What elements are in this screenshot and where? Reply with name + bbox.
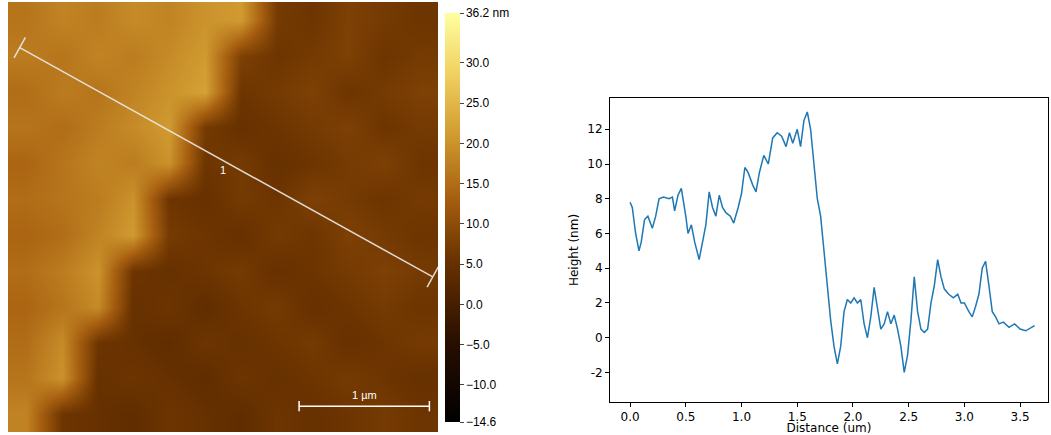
svg-text:0.0: 0.0 xyxy=(621,410,640,424)
svg-text:0.0: 0.0 xyxy=(466,298,483,312)
svg-text:−14.6: −14.6 xyxy=(466,415,497,429)
svg-text:1 µm: 1 µm xyxy=(352,389,377,401)
svg-text:3.5: 3.5 xyxy=(1011,410,1030,424)
svg-text:Distance (um): Distance (um) xyxy=(787,421,872,435)
svg-text:5.0: 5.0 xyxy=(466,257,483,271)
svg-text:0.5: 0.5 xyxy=(676,410,695,424)
svg-text:12: 12 xyxy=(587,122,602,136)
svg-text:6: 6 xyxy=(595,227,603,241)
svg-text:20.0: 20.0 xyxy=(466,137,490,151)
svg-text:1.5: 1.5 xyxy=(788,410,807,424)
svg-text:2.0: 2.0 xyxy=(843,410,862,424)
svg-text:8: 8 xyxy=(595,192,603,206)
svg-text:2: 2 xyxy=(595,296,603,310)
svg-text:Height (nm): Height (nm) xyxy=(567,214,581,286)
svg-text:4: 4 xyxy=(595,261,603,275)
svg-text:1: 1 xyxy=(220,164,226,176)
svg-text:0: 0 xyxy=(595,331,603,345)
svg-text:15.0: 15.0 xyxy=(466,177,490,191)
svg-text:−10.0: −10.0 xyxy=(466,378,497,392)
svg-text:-2: -2 xyxy=(591,366,603,380)
svg-text:3.0: 3.0 xyxy=(955,410,974,424)
svg-text:2.5: 2.5 xyxy=(899,410,918,424)
svg-text:10.0: 10.0 xyxy=(466,217,490,231)
svg-text:10: 10 xyxy=(587,157,602,171)
svg-text:1.0: 1.0 xyxy=(732,410,751,424)
svg-text:36.2 nm: 36.2 nm xyxy=(466,6,509,20)
svg-text:25.0: 25.0 xyxy=(466,96,490,110)
svg-text:−5.0: −5.0 xyxy=(466,338,490,352)
svg-text:30.0: 30.0 xyxy=(466,56,490,70)
